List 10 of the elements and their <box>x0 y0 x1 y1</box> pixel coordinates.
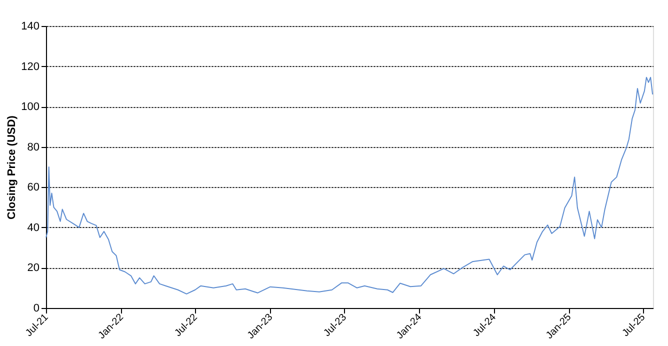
y-tick-label: 100 <box>21 101 40 114</box>
y-tick-label: 60 <box>27 182 40 194</box>
y-tick-label: 20 <box>27 262 40 274</box>
y-tick-label: 0 <box>33 302 40 314</box>
y-axis-title: Closing Price (USD) <box>6 115 18 220</box>
y-tick-label: 40 <box>27 222 40 234</box>
y-tick-label: 80 <box>27 141 40 154</box>
y-tick-label: 120 <box>21 60 40 73</box>
y-tick-label: 140 <box>21 20 40 32</box>
line-series <box>46 76 654 294</box>
